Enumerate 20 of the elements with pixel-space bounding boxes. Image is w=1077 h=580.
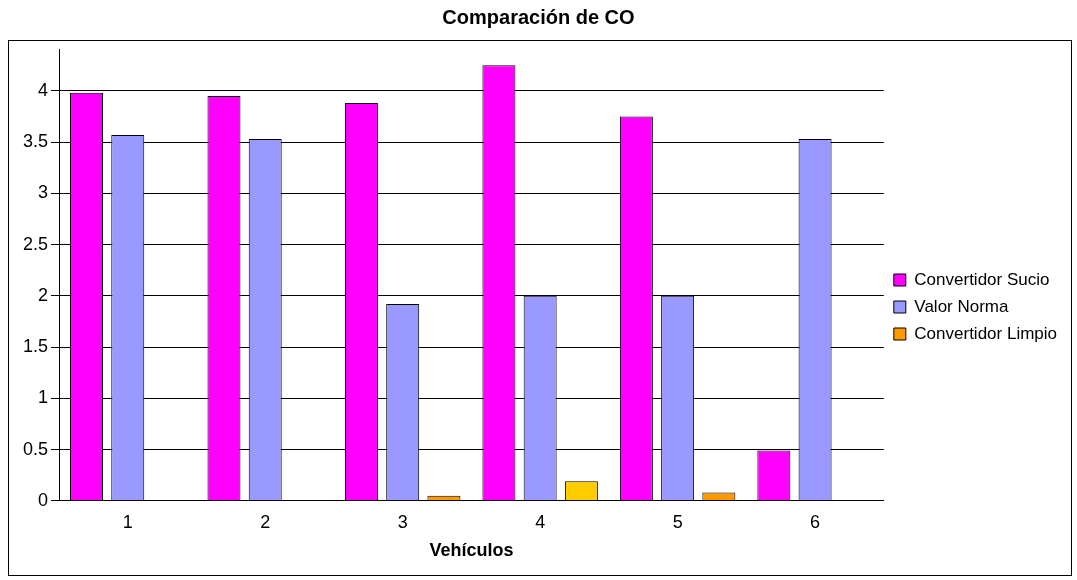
x-tick-label: 1 [122, 511, 133, 532]
x-axis-title: Vehículos [429, 540, 514, 561]
y-tick-label: 3 [38, 182, 49, 203]
legend-label: Convertidor Limpio [914, 323, 1058, 343]
y-tick-label: 0.5 [22, 438, 49, 459]
y-tick-label: 2.5 [22, 233, 49, 254]
x-tick-label: 6 [810, 511, 821, 532]
y-tick-label: 1 [38, 387, 49, 408]
y-tick-label: 0 [38, 489, 49, 510]
y-tick-label: 4 [38, 79, 49, 100]
x-tick-label: 3 [397, 511, 408, 532]
chart-title: Comparación de CO [441, 6, 636, 29]
x-tick-label: 4 [535, 511, 546, 532]
x-tick-label: 2 [260, 511, 271, 532]
legend-label: Valor Norma [914, 296, 1010, 316]
y-tick-label: 1.5 [22, 336, 49, 357]
y-tick-label: 3.5 [22, 131, 49, 152]
x-tick-label: 5 [672, 511, 683, 532]
legend-label: Convertidor Sucio [914, 269, 1050, 289]
y-tick-label: 2 [38, 284, 49, 305]
